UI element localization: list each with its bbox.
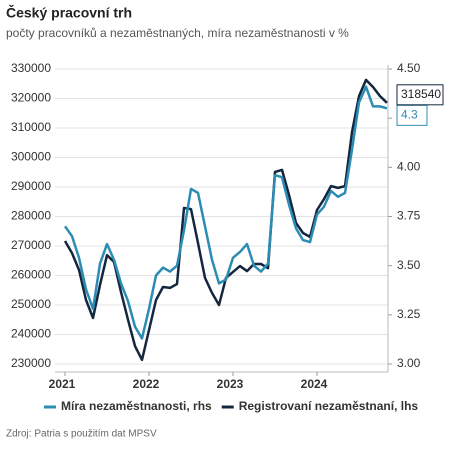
x-tick-label: 2021 <box>49 377 76 391</box>
y-tick-label: 230000 <box>11 356 51 370</box>
y-tick-label: 320000 <box>11 91 51 105</box>
x-tick-label: 2023 <box>217 377 244 391</box>
end-label: 4.3 <box>401 108 418 122</box>
y-tick-label: 330000 <box>11 61 51 75</box>
y-tick-label: 300000 <box>11 150 51 164</box>
chart-subtitle: počty pracovníků a nezaměstnaných, míra … <box>6 26 349 40</box>
end-label-box <box>396 84 444 106</box>
y2-tick-label: 4.00 <box>397 160 421 174</box>
y2-tick-label: 3.25 <box>397 307 421 321</box>
legend-label: Míra nezaměstnanosti, rhs <box>61 399 212 413</box>
y2-tick-label: 3.75 <box>397 209 421 223</box>
y-tick-label: 270000 <box>11 238 51 252</box>
y2-tick-label: 3.50 <box>397 258 421 272</box>
y-tick-label: 250000 <box>11 297 51 311</box>
x-tick-label: 2022 <box>133 377 160 391</box>
chart-title: Český pracovní trh <box>6 4 132 21</box>
y-tick-label: 240000 <box>11 327 51 341</box>
end-label-box <box>396 104 428 126</box>
source: Zdroj: Patria s použitím dat MPSV <box>6 429 157 440</box>
line <box>63 78 388 362</box>
y2-tick-label: 4.50 <box>397 61 421 75</box>
y-tick-label: 280000 <box>11 209 51 223</box>
legend-label: Registrovaní nezaměstnaní, lhs <box>239 399 419 413</box>
end-label: 318540 <box>401 87 441 101</box>
y-tick-label: 260000 <box>11 268 51 282</box>
x-tick-label: 2024 <box>301 377 328 391</box>
y-tick-label: 290000 <box>11 179 51 193</box>
y2-tick-label: 3.00 <box>397 356 421 370</box>
y-tick-label: 310000 <box>11 120 51 134</box>
line <box>63 85 388 340</box>
